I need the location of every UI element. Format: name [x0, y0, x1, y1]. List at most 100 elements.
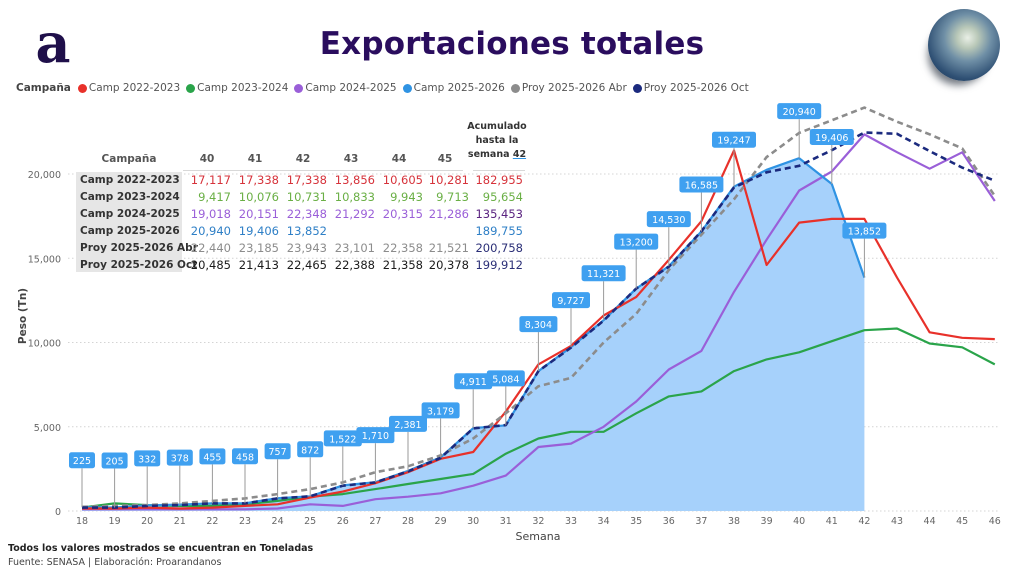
legend-dot-icon — [402, 83, 412, 93]
x-tick-label: 26 — [337, 516, 349, 527]
legend-label: Camp 2023-2024 — [197, 82, 289, 94]
legend-label: Camp 2024-2025 — [305, 82, 397, 94]
data-label-text: 378 — [171, 454, 189, 465]
legend-dot-icon — [186, 83, 196, 93]
x-tick-label: 45 — [956, 516, 968, 527]
table-cell: 23,185 — [238, 241, 279, 255]
data-label-box — [712, 131, 756, 148]
table-cell: 10,833 — [334, 190, 375, 204]
x-tick-label: 34 — [598, 516, 610, 527]
data-label-text: 1,710 — [362, 431, 389, 442]
x-tick-label: 38 — [728, 516, 740, 527]
data-label-text: 13,200 — [620, 238, 653, 249]
table-cell: 13,852 — [286, 224, 327, 238]
legend-dot-icon — [294, 83, 304, 93]
table-row: Camp 2023-2024 9,417 10,076 10,731 10,833 9,9… — [76, 189, 536, 206]
legend-item-proy-oct[interactable]: Proy 2025-2026 Oct — [632, 82, 749, 94]
legend-label: Camp 2025-2026 — [413, 82, 505, 94]
data-label-text: 1,522 — [329, 434, 356, 445]
data-label-box — [552, 292, 590, 309]
units-note: Todos los valores mostrados se encuentra… — [8, 543, 314, 554]
data-label-box — [842, 222, 887, 239]
y-tick-label: 20,000 — [28, 170, 61, 181]
x-tick-label: 42 — [858, 516, 870, 527]
x-tick-label: 46 — [989, 516, 1001, 527]
y-tick-label: 5,000 — [34, 423, 61, 434]
table-cell: 22,440 — [190, 241, 231, 255]
x-tick-label: 20 — [141, 516, 153, 527]
data-label-box — [777, 103, 822, 120]
data-label-text: 16,585 — [685, 181, 718, 192]
data-label-box — [323, 430, 362, 447]
x-tick-label: 24 — [272, 516, 284, 527]
table-cell: 19,406 — [238, 224, 279, 238]
x-tick-label: 19 — [109, 516, 121, 527]
acc-week-link[interactable]: 42 — [512, 149, 527, 160]
row-label: Proy 2025-2026 Abr — [80, 242, 198, 254]
table-cell: 10,076 — [238, 190, 279, 204]
legend-label: Camp 2022-2023 — [88, 82, 181, 94]
table-header-week: 42 — [295, 153, 311, 165]
table-cell: 20,378 — [428, 258, 469, 272]
x-tick-label: 22 — [206, 516, 218, 527]
source-note: Fuente: SENASA | Elaboración: Proarandan… — [8, 557, 222, 568]
legend-item-camp-2024-2025[interactable]: Camp 2024-2025 — [294, 82, 397, 94]
data-labels: 225 205 332 378 455 458 757 872 1,522 1,710 2,381 3… — [69, 103, 887, 508]
table-cell: 23,943 — [286, 241, 327, 255]
legend-item-camp-2025-2026[interactable]: Camp 2025-2026 — [402, 82, 505, 94]
data-label-text: 3,179 — [427, 406, 454, 417]
x-tick-label: 43 — [891, 516, 903, 527]
legend-item-camp-2023-2024[interactable]: Camp 2023-2024 — [186, 82, 288, 94]
data-label-text: 11,321 — [587, 269, 620, 280]
data-label-box — [356, 427, 395, 444]
y-axis-ticks: 0 5,000 10,000 15,000 20,000 — [28, 170, 61, 518]
table-cell: 21,358 — [382, 258, 423, 272]
y-tick-label: 10,000 — [28, 339, 61, 350]
series-line-proy-2025-2026-abr[interactable] — [81, 106, 996, 509]
table-cell: 21,286 — [428, 207, 469, 221]
row-label: Proy 2025-2026 Oct — [80, 259, 198, 271]
x-tick-label: 35 — [630, 516, 642, 527]
data-label-box — [646, 211, 691, 228]
page-title: Exportaciones totales — [319, 26, 705, 62]
data-label-text: 4,911 — [460, 377, 487, 388]
chart-legend: Campaña Camp 2022-2023 Camp 2023-2024 Ca… — [16, 80, 755, 96]
table-cell: 20,940 — [190, 224, 231, 238]
table-total-cell: 189,755 — [475, 224, 523, 238]
data-label-text: 225 — [73, 456, 91, 467]
x-tick-label: 30 — [467, 516, 479, 527]
earth-globe-icon — [928, 9, 1000, 81]
table-total-cell: 200,758 — [475, 241, 523, 255]
data-label-box — [581, 265, 626, 282]
table-cell: 22,465 — [286, 258, 327, 272]
table-total-cell: 182,955 — [475, 173, 523, 187]
series-line-camp-2023-2024[interactable] — [81, 327, 996, 509]
series-line-camp-2024-2025[interactable] — [82, 133, 996, 511]
legend-item-proy-abr[interactable]: Proy 2025-2026 Abr — [510, 82, 627, 94]
table-row: Proy 2025-2026 Oct 20,485 21,413 22,465 22,3… — [76, 257, 536, 274]
data-label-box — [679, 176, 724, 193]
x-axis-title: Semana — [516, 530, 561, 543]
table-cell: 22,348 — [286, 207, 327, 221]
y-axis-title: Peso (Tn) — [17, 288, 29, 344]
table-header-week: 40 — [199, 153, 215, 165]
table-cell: 10,281 — [428, 173, 469, 187]
table-cell: 20,315 — [382, 207, 423, 221]
row-label: Camp 2025-2026 — [80, 225, 180, 237]
table-cell: 9,417 — [198, 190, 231, 204]
table-cell: 17,338 — [238, 173, 279, 187]
x-tick-label: 32 — [532, 516, 544, 527]
data-label-box — [166, 449, 193, 466]
data-label-box — [264, 443, 291, 460]
table-total-cell: 135,453 — [475, 207, 523, 221]
table-cell: 9,713 — [436, 190, 469, 204]
x-tick-label: 21 — [174, 516, 186, 527]
legend-item-camp-2022-2023[interactable]: Camp 2022-2023 — [77, 82, 181, 94]
x-tick-label: 29 — [435, 516, 447, 527]
data-label-text: 20,940 — [783, 107, 816, 118]
x-tick-label: 25 — [304, 516, 316, 527]
table-cell: 10,605 — [382, 173, 423, 187]
data-label-text: 458 — [236, 452, 254, 463]
table-cell: 22,358 — [382, 241, 423, 255]
